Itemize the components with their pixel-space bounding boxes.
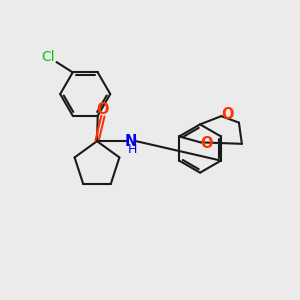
Text: O: O: [201, 136, 213, 151]
Text: N: N: [125, 134, 137, 149]
Text: O: O: [97, 102, 109, 117]
Text: Cl: Cl: [41, 50, 55, 64]
Text: O: O: [221, 107, 234, 122]
Text: H: H: [128, 143, 137, 156]
